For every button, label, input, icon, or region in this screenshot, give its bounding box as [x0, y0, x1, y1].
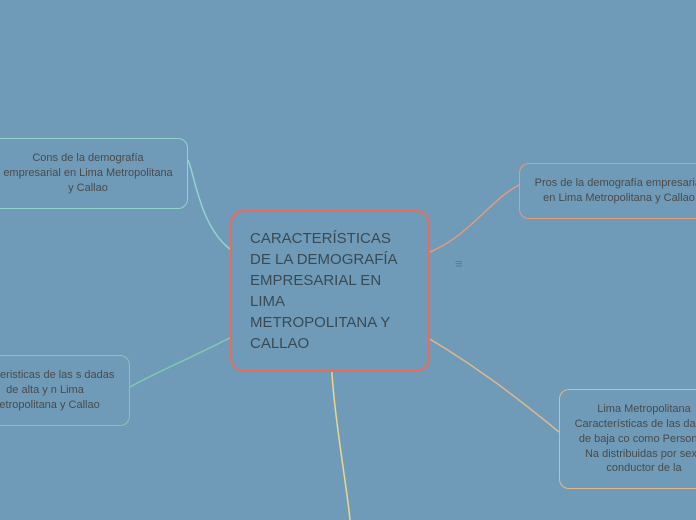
node-cons[interactable]: Cons de la demografía empresarial en Lim…: [0, 138, 188, 209]
node-altas[interactable]: aracteristicas de las s dadas de alta y …: [0, 355, 130, 426]
node-pros[interactable]: Pros de la demografía empresarial en Lim…: [519, 163, 696, 219]
mindmap-canvas: CARACTERÍSTICAS DE LA DEMOGRAFÍA EMPRESA…: [0, 0, 696, 520]
node-altas-text: aracteristicas de las s dadas de alta y …: [0, 369, 114, 411]
node-cons-text: Cons de la demografía empresarial en Lim…: [3, 152, 172, 194]
node-bajas-text: Lima Metropolitana Características de la…: [575, 403, 696, 474]
node-bajas[interactable]: Lima Metropolitana Características de la…: [559, 389, 696, 489]
central-node-text: CARACTERÍSTICAS DE LA DEMOGRAFÍA EMPRESA…: [250, 230, 397, 352]
central-node[interactable]: CARACTERÍSTICAS DE LA DEMOGRAFÍA EMPRESA…: [230, 210, 430, 372]
node-pros-text: Pros de la demografía empresarial en Lim…: [535, 177, 696, 204]
menu-icon[interactable]: ≡: [455, 256, 462, 271]
